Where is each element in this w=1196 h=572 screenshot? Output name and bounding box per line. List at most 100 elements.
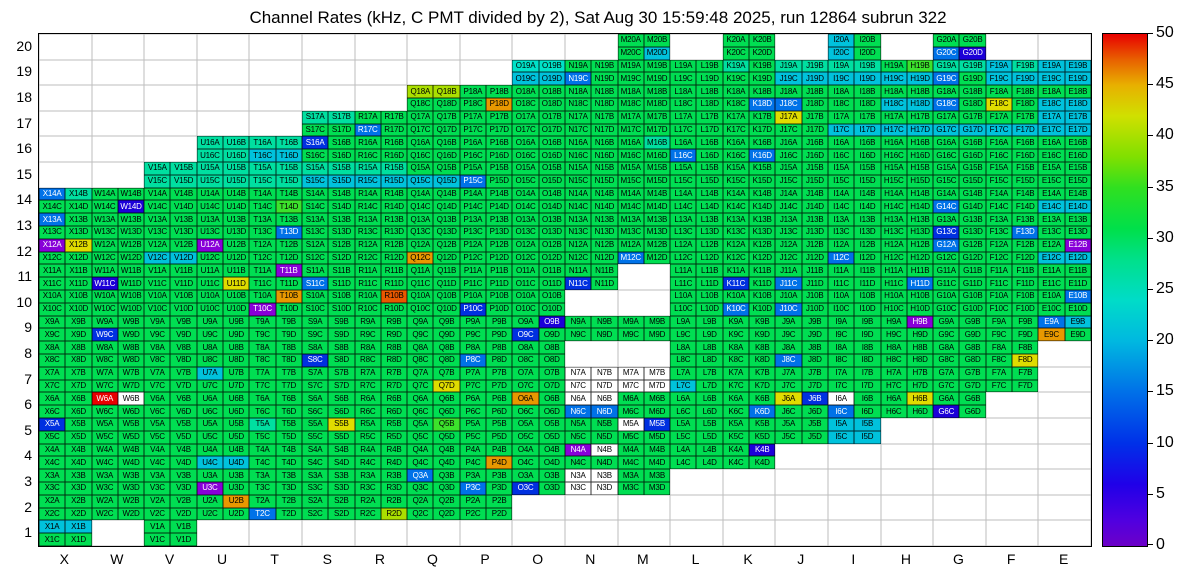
channel-G7D: G7D	[959, 379, 986, 393]
channel-cell-K5: K5A K5B K5C K5D	[722, 418, 776, 444]
channel-S3A: S3A	[302, 469, 329, 482]
channel-Q17D: Q17D	[433, 123, 460, 137]
channel-O10C: O10C	[512, 302, 539, 316]
grid-cell-empty	[92, 34, 145, 60]
channel-T3A: T3A	[249, 469, 276, 482]
channel-J17D: J17D	[801, 123, 828, 137]
channel-F12C: F12C	[985, 251, 1013, 265]
channel-V11D: V11D	[170, 277, 197, 290]
channel-N18A: N18A	[565, 85, 592, 98]
channel-cell-F18: F18A F18B F18C F18D	[985, 85, 1039, 111]
channel-cell-M12: M12A M12B M12C M12D	[617, 238, 671, 265]
channel-cell-F7: F7A F7B F7C F7D	[985, 366, 1039, 393]
channel-T11B: T11B	[275, 264, 302, 278]
channel-W4C: W4C	[91, 456, 118, 470]
channel-S16D: S16D	[328, 149, 355, 162]
channel-E9B: E9B	[1064, 315, 1091, 329]
channel-cell-Q12: Q12A Q12B Q12C Q12D	[407, 238, 460, 265]
channel-E10A: E10A	[1038, 290, 1065, 303]
channel-R7C: R7C	[354, 379, 381, 393]
channel-S9D: S9D	[328, 328, 355, 342]
channel-U12C: U12C	[196, 251, 224, 265]
channel-X1A: X1A	[39, 520, 66, 534]
channel-P8D: P8D	[486, 353, 513, 367]
channel-P14B: P14B	[486, 187, 513, 201]
channel-cell-N9: N9A N9B N9C N9D	[565, 315, 618, 342]
channel-H17C: H17C	[880, 123, 907, 137]
channel-K6C: K6C	[722, 405, 750, 418]
channel-E10D: E10D	[1064, 302, 1091, 316]
channel-N7A: N7A	[565, 366, 592, 380]
channel-O9C: O9C	[512, 328, 539, 342]
grid-cell-empty	[144, 85, 197, 111]
channel-T12A: T12A	[249, 238, 276, 252]
channel-N7B: N7B	[591, 366, 618, 380]
channel-P6A: P6A	[459, 392, 487, 406]
channel-T10D: T10D	[275, 302, 302, 316]
x-axis-label-T: T	[270, 551, 279, 567]
channel-N5D: N5D	[591, 430, 618, 444]
channel-V14A: V14A	[144, 187, 171, 201]
channel-cell-J14: J14A J14B J14C J14D	[775, 187, 828, 214]
grid-cell-empty	[39, 34, 92, 60]
channel-S3C: S3C	[302, 481, 329, 495]
channel-P11C: P11C	[459, 277, 487, 290]
channel-P14D: P14D	[486, 200, 513, 214]
channel-V8B: V8B	[170, 341, 197, 354]
channel-cell-V4: V4A V4B V4C V4D	[144, 443, 197, 470]
channel-V2D: V2D	[170, 507, 197, 521]
grid-cell-empty	[197, 111, 250, 137]
channel-I14A: I14A	[828, 187, 855, 201]
channel-K14C: K14C	[722, 200, 750, 214]
grid-cell-empty	[881, 520, 934, 546]
channel-I20D: I20D	[854, 46, 881, 60]
channel-W3A: W3A	[91, 469, 118, 482]
channel-S13D: S13D	[328, 225, 355, 239]
channel-cell-Q13: Q13A Q13B Q13C Q13D	[407, 213, 460, 239]
channel-P18A: P18A	[459, 85, 487, 98]
channel-U10B: U10B	[223, 290, 250, 303]
channel-O11A: O11A	[512, 264, 539, 278]
channel-T4C: T4C	[249, 456, 276, 470]
channel-F16A: F16A	[985, 136, 1013, 150]
channel-K10D: K10D	[749, 302, 776, 316]
channel-G6B: G6B	[959, 392, 986, 406]
channel-L6C: L6C	[670, 405, 697, 418]
channel-cell-R14: R14A R14B R14C R14D	[354, 187, 408, 214]
grid-cell-empty	[92, 111, 145, 137]
channel-M6C: M6C	[617, 405, 644, 418]
channel-S16A: S16A	[302, 136, 329, 150]
channel-W9D: W9D	[117, 328, 145, 342]
grid-cell-empty	[986, 34, 1039, 60]
grid-cell-empty	[1038, 520, 1091, 546]
channel-cell-I7: I7A I7B I7C I7D	[828, 366, 881, 393]
channel-H14B: H14B	[906, 187, 934, 201]
channel-X3C: X3C	[39, 481, 66, 495]
channel-T2B: T2B	[275, 494, 302, 508]
channel-L12C: L12C	[670, 251, 697, 265]
y-axis-label-5: 5	[24, 421, 32, 438]
channel-F11B: F11B	[1012, 264, 1039, 278]
channel-V6B: V6B	[170, 392, 197, 406]
channel-P6B: P6B	[486, 392, 513, 406]
channel-cell-N13: N13A N13B N13C N13D	[565, 213, 618, 239]
channel-R12A: R12A	[354, 238, 381, 252]
channel-O6B: O6B	[538, 392, 565, 406]
channel-cell-T12: T12A T12B T12C T12D	[249, 238, 302, 265]
channel-L10D: L10D	[696, 302, 723, 316]
channel-I9C: I9C	[828, 328, 855, 342]
channel-P8C: P8C	[459, 353, 487, 367]
channel-S4A: S4A	[302, 443, 329, 457]
channel-J17B: J17B	[801, 110, 828, 124]
channel-cell-M19: M19A M19B M19C M19D	[617, 59, 671, 86]
channel-H9D: H9D	[906, 328, 934, 342]
channel-G13D: G13D	[959, 225, 986, 239]
channel-G18C: G18C	[933, 97, 960, 111]
channel-P17B: P17B	[486, 110, 513, 124]
channel-O13A: O13A	[512, 213, 539, 226]
channel-E10C: E10C	[1038, 302, 1065, 316]
grid-cell-empty	[92, 136, 145, 162]
channel-R8A: R8A	[354, 341, 381, 354]
channel-G8D: G8D	[959, 353, 986, 367]
channel-U13C: U13C	[196, 225, 224, 239]
